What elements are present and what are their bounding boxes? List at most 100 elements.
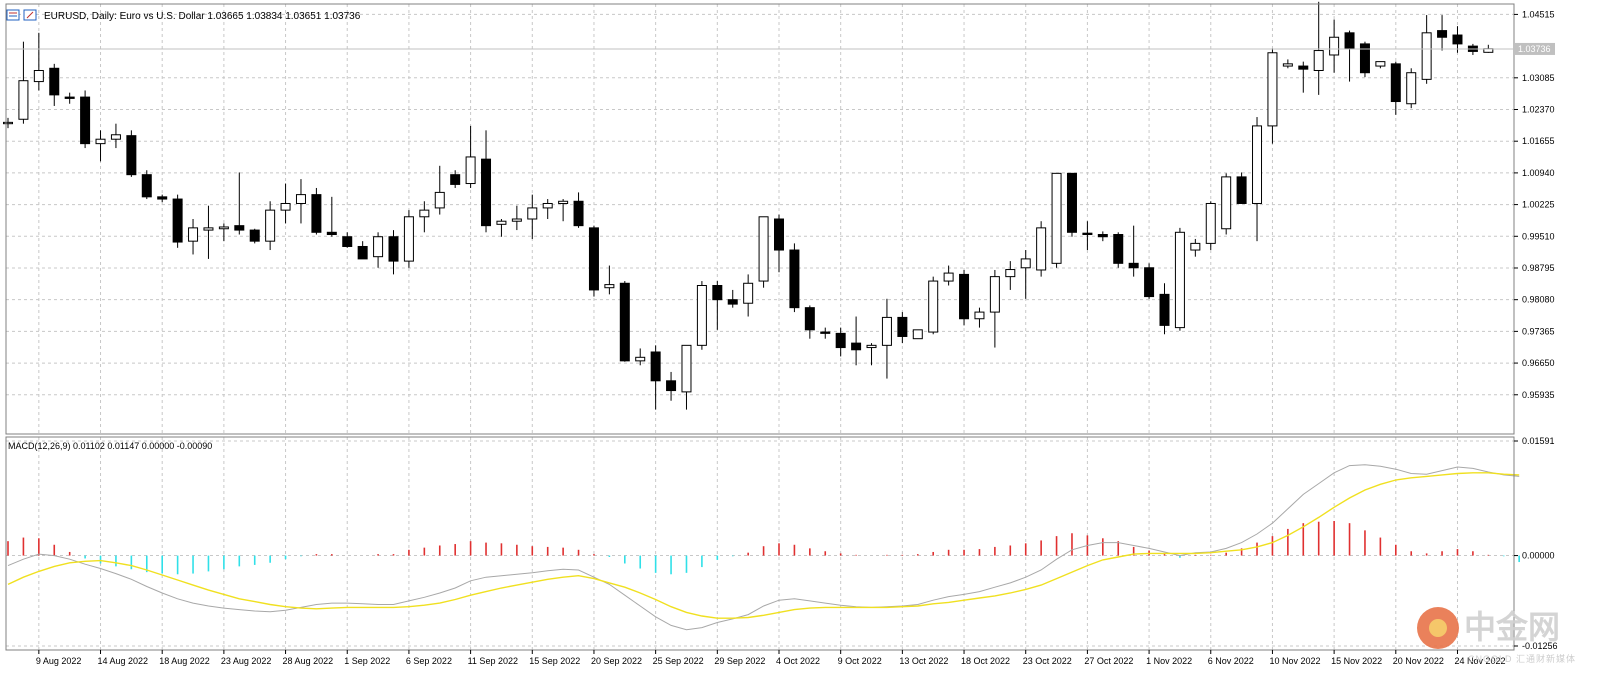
- panel-frames: [5, 3, 1515, 651]
- candle-body: [203, 227, 214, 231]
- candle-body: [126, 135, 137, 176]
- candle: [943, 265, 954, 286]
- time-tick-label: 27 Oct 2022: [1084, 656, 1133, 666]
- candle-body: [804, 307, 815, 331]
- candle-body: [573, 200, 584, 227]
- price-tick-label: 1.04515: [1522, 9, 1555, 19]
- candle-body: [650, 351, 661, 382]
- time-tick-label: 14 Aug 2022: [98, 656, 149, 666]
- macd-axis: 0.01591 0.00000 -0.01256: [1514, 436, 1558, 651]
- candle-body: [481, 158, 492, 227]
- candle: [1144, 263, 1155, 299]
- price-tick-label: 1.03085: [1522, 73, 1555, 83]
- price-tick-label: 0.95935: [1522, 390, 1555, 400]
- candle-body: [666, 380, 677, 392]
- candle-body: [388, 236, 399, 262]
- candle-body: [18, 80, 29, 120]
- candle-body: [172, 198, 183, 243]
- time-tick-label: 25 Sep 2022: [653, 656, 704, 666]
- candle-body: [64, 96, 75, 99]
- macd-tick-label: -0.01256: [1522, 641, 1558, 651]
- candle: [110, 123, 121, 149]
- candle-body: [95, 138, 106, 145]
- candle: [1236, 172, 1247, 204]
- candle: [573, 192, 584, 228]
- candle-body: [496, 220, 507, 225]
- candle-body: [1421, 32, 1432, 80]
- candle-body: [1298, 65, 1309, 70]
- price-grid: [6, 4, 1514, 434]
- candle: [1190, 238, 1201, 257]
- candle: [1375, 61, 1386, 69]
- time-tick-label: 11 Sep 2022: [468, 656, 518, 666]
- chart-title-group: EURUSD, Daily: Euro vs U.S. Dollar 1.036…: [6, 9, 361, 22]
- watermark-logo-inner-icon: [1429, 619, 1447, 637]
- candle: [249, 228, 260, 244]
- time-tick-label: 9 Oct 2022: [838, 656, 882, 666]
- candle-body: [1252, 125, 1263, 204]
- candle: [265, 201, 276, 251]
- candle-body: [881, 316, 892, 346]
- macd-title: MACD(12,26,9) 0.01102 0.01147 0.00000 -0…: [8, 441, 212, 451]
- candle: [357, 241, 368, 260]
- candle-body: [1236, 176, 1247, 204]
- candle-body: [1174, 231, 1185, 329]
- candle-body: [1144, 267, 1155, 298]
- candle: [1128, 225, 1139, 277]
- watermark-subtext: CNGOLD 汇通财新媒体: [1468, 653, 1576, 664]
- candle: [326, 196, 337, 237]
- candle-body: [959, 273, 970, 320]
- time-tick-label: 20 Sep 2022: [591, 656, 642, 666]
- candle: [1097, 231, 1108, 242]
- candle-body: [1375, 61, 1386, 67]
- candle: [80, 90, 91, 149]
- candle-body: [141, 174, 152, 198]
- time-tick-label: 18 Oct 2022: [961, 656, 1010, 666]
- candle: [1252, 117, 1263, 242]
- price-tick-label: 0.96650: [1522, 358, 1555, 368]
- candle: [295, 179, 306, 224]
- candle-body: [434, 191, 445, 209]
- watermark-text: 中金网: [1464, 608, 1560, 646]
- candle: [188, 219, 199, 255]
- candle: [681, 344, 692, 410]
- candle: [1036, 221, 1047, 277]
- current-price-label: 1.03736: [1518, 44, 1551, 54]
- time-tick-label: 6 Sep 2022: [406, 656, 452, 666]
- candle: [974, 307, 985, 328]
- time-tick-label: 4 Oct 2022: [776, 656, 820, 666]
- macd-tick-label: 0.00000: [1522, 551, 1555, 561]
- candle-body: [403, 216, 414, 262]
- candle: [511, 205, 522, 231]
- candle: [743, 274, 754, 317]
- candle: [666, 371, 677, 401]
- candle-body: [1190, 242, 1201, 251]
- time-tick-label: 15 Sep 2022: [529, 656, 580, 666]
- candle: [1390, 61, 1401, 115]
- candle-body: [851, 342, 862, 351]
- candle: [650, 345, 661, 410]
- candle: [820, 327, 831, 339]
- macd-lines: [7, 464, 1520, 631]
- current-price-box: [1515, 42, 1555, 55]
- candle-body: [542, 202, 553, 209]
- price-tick-label: 0.99510: [1522, 231, 1555, 241]
- candle: [311, 187, 322, 235]
- chart-type-icon[interactable]: [6, 9, 20, 21]
- time-tick-label: 18 Aug 2022: [159, 656, 210, 666]
- price-tick-label: 1.00940: [1522, 168, 1555, 178]
- candle: [1005, 261, 1016, 290]
- time-tick-label: 15 Nov 2022: [1331, 656, 1382, 666]
- candle: [373, 232, 384, 268]
- candle: [1282, 59, 1293, 69]
- candle: [95, 130, 106, 162]
- candle: [1174, 227, 1185, 331]
- candle: [527, 194, 538, 239]
- candle-body: [1159, 293, 1170, 326]
- candle-body: [527, 207, 538, 220]
- candle-body: [1066, 172, 1077, 233]
- candle-body: [1406, 72, 1417, 105]
- time-tick-label: 1 Sep 2022: [344, 656, 390, 666]
- macd-tick-label: 0.01591: [1522, 436, 1555, 446]
